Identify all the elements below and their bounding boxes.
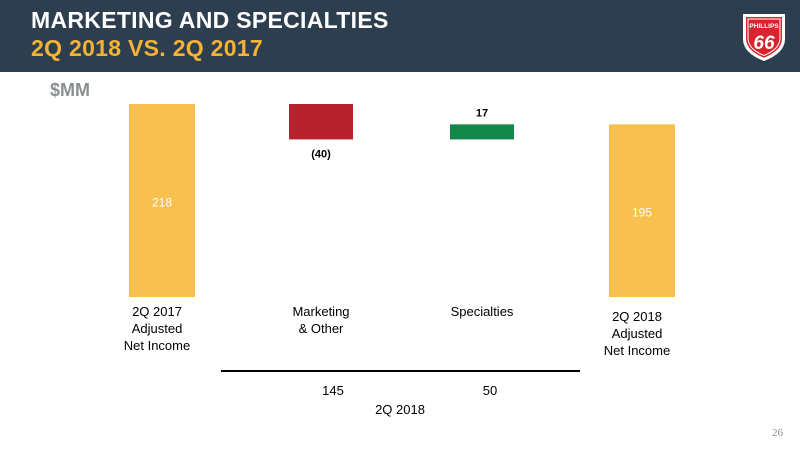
bar-2 — [289, 104, 353, 140]
phillips-66-logo-icon: PHILLIPS 66 — [743, 14, 785, 61]
category-label-4-line-1: 2Q 2018 — [612, 309, 662, 324]
category-label-4-line-3: Net Income — [604, 343, 670, 358]
page-number: 26 — [772, 427, 783, 439]
bar-4 — [609, 124, 675, 297]
title-bar: MARKETING AND SPECIALTIES 2Q 2018 VS. 2Q… — [0, 0, 800, 72]
svg-text:66: 66 — [753, 33, 775, 54]
svg-text:PHILLIPS: PHILLIPS — [749, 23, 779, 30]
category-label-1-line-3: Net Income — [124, 338, 190, 353]
category-label-4-line-2: Adjusted — [612, 326, 663, 341]
slide-title: MARKETING AND SPECIALTIES — [31, 7, 389, 33]
category-label-1-line-1: 2Q 2017 — [132, 304, 182, 319]
data-label-2: (40) — [311, 148, 331, 160]
category-label-1-line-2: Adjusted — [132, 321, 183, 336]
data-label-3: 17 — [476, 107, 488, 119]
group-label: 2Q 2018 — [375, 402, 425, 417]
category-label-3-line-1: Specialties — [451, 304, 514, 319]
category-label-2-line-2: & Other — [299, 321, 344, 336]
units-label: $MM — [50, 80, 90, 100]
bar-1 — [129, 104, 195, 297]
group-sub-value-1: 145 — [322, 383, 344, 398]
group-sub-value-2: 50 — [483, 383, 497, 398]
data-label-1: 218 — [152, 195, 172, 209]
slide-subtitle: 2Q 2018 VS. 2Q 2017 — [31, 35, 264, 61]
data-label-4: 195 — [632, 205, 652, 219]
bar-3 — [450, 124, 514, 140]
category-label-2-line-1: Marketing — [292, 304, 349, 319]
